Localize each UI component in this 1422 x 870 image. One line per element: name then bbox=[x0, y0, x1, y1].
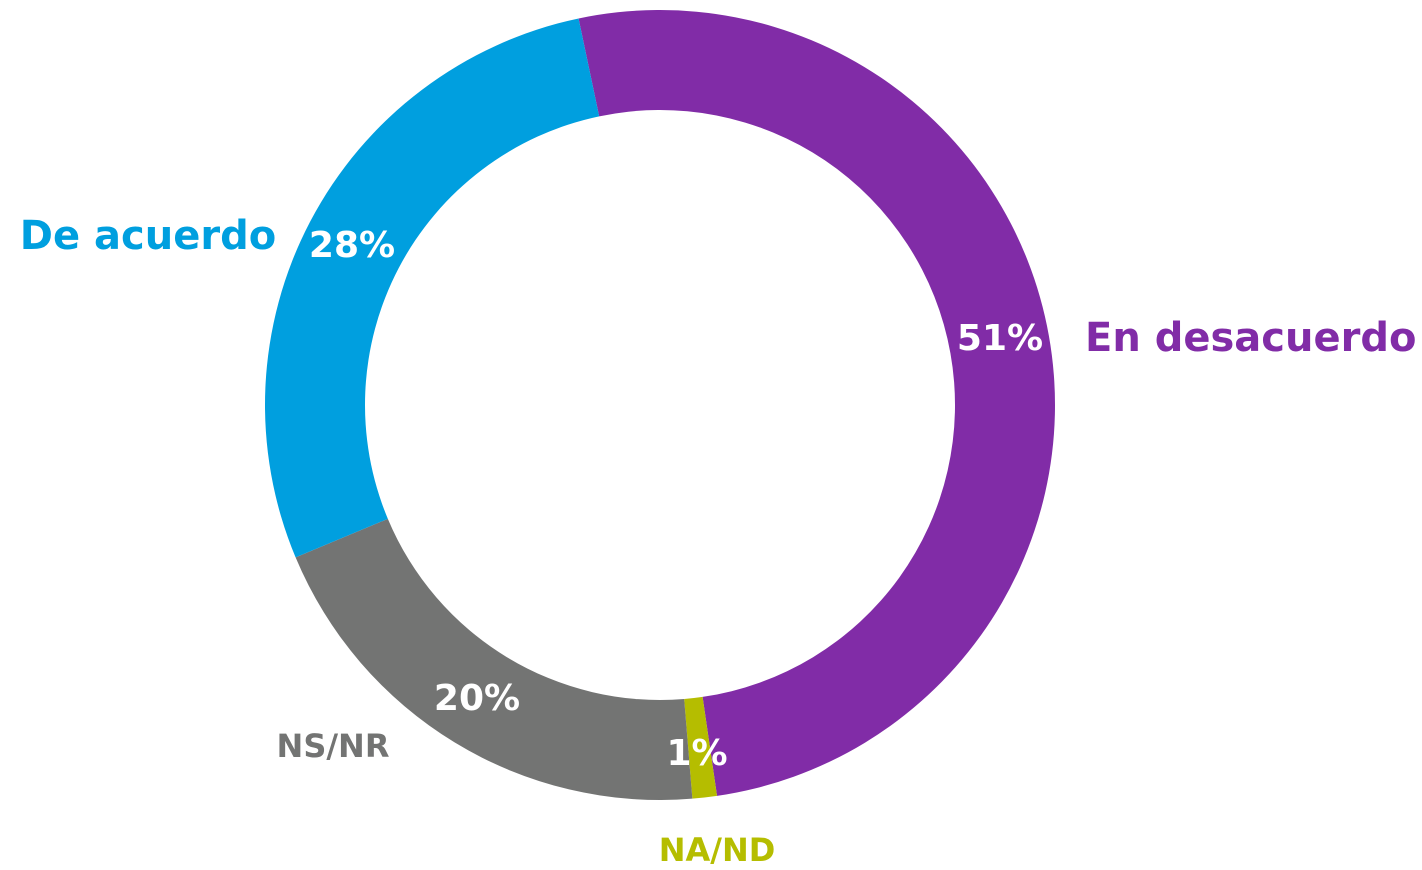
value-label: 28% bbox=[309, 225, 395, 266]
value-label: 20% bbox=[434, 678, 520, 719]
category-label: NA/ND bbox=[659, 831, 776, 869]
donut-segment bbox=[578, 9, 1056, 796]
value-label: 1% bbox=[666, 733, 727, 774]
category-label: De acuerdo bbox=[20, 213, 276, 259]
donut-segment bbox=[264, 18, 600, 558]
donut-segment bbox=[684, 696, 718, 799]
value-label: 51% bbox=[957, 318, 1043, 359]
category-label: NS/NR bbox=[277, 727, 390, 765]
donut-segment bbox=[295, 518, 693, 800]
category-label: En desacuerdo bbox=[1085, 315, 1416, 361]
